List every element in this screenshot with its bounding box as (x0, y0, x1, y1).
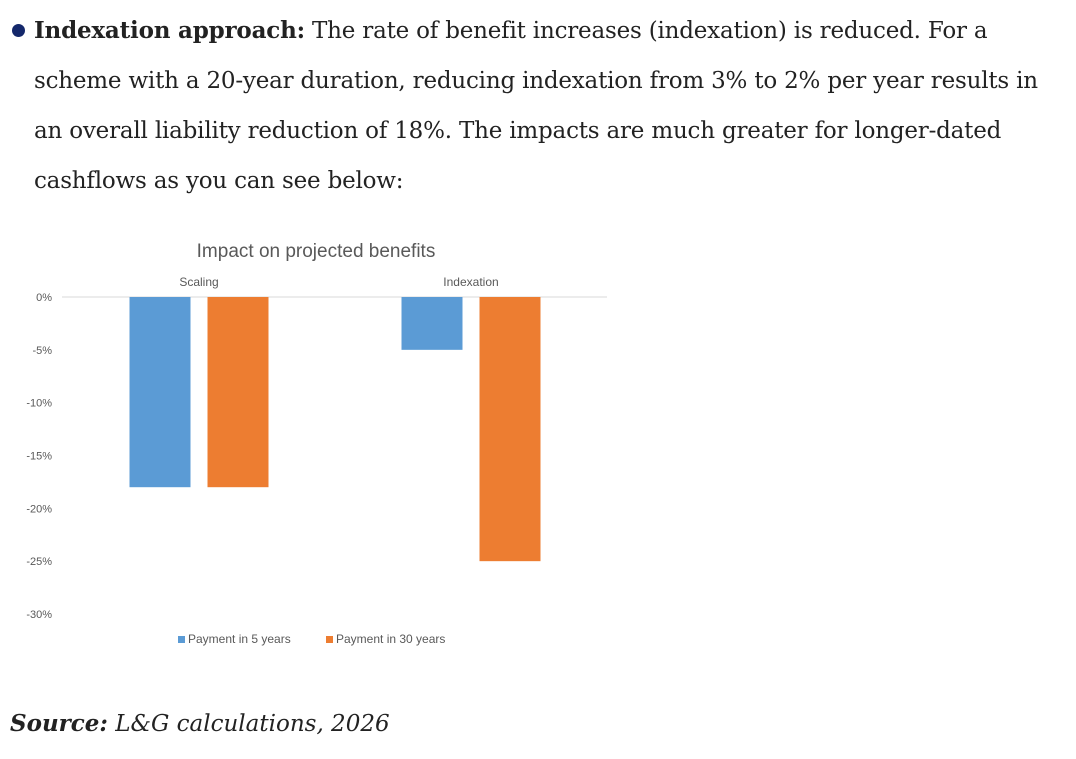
legend-swatch-icon (178, 636, 185, 643)
bar-scaling-payment-5-years (129, 297, 191, 488)
chart-svg: Impact on projected benefits 0% -5% -10% -15… (26, 241, 607, 646)
y-tick-label: -10% (26, 398, 52, 410)
y-tick-label: -20% (26, 503, 52, 515)
category-label: Scaling (179, 275, 218, 289)
source-label: Source: (10, 710, 108, 737)
y-tick-label: -25% (26, 556, 52, 568)
bar-indexation-payment-30-years (479, 297, 541, 562)
bullet-icon (12, 24, 25, 37)
chart-title: Impact on projected benefits (197, 241, 436, 262)
legend-label: Payment in 5 years (188, 632, 291, 646)
paragraph-body: The rate of benefit increases (indexatio… (34, 18, 1038, 194)
y-tick-label: -15% (26, 451, 52, 463)
bar-scaling-payment-30-years (207, 297, 269, 488)
bar-indexation-payment-5-years (401, 297, 463, 350)
legend-label: Payment in 30 years (336, 632, 445, 646)
indexation-paragraph: Indexation approach: The rate of benefit… (8, 6, 1068, 206)
source-text: L&G calculations, 2026 (107, 711, 390, 737)
paragraph-lead: Indexation approach: (34, 17, 305, 44)
legend-swatch-icon (326, 636, 333, 643)
category-label: Indexation (443, 275, 498, 289)
y-tick-label: -5% (32, 345, 52, 357)
paragraph-text: Indexation approach: The rate of benefit… (8, 6, 1068, 206)
source-note: Source: L&G calculations, 2026 (10, 710, 390, 737)
y-tick-label: 0% (36, 292, 52, 304)
impact-chart: Impact on projected benefits 0% -5% -10% -15… (0, 225, 640, 665)
y-tick-label: -30% (26, 609, 52, 621)
